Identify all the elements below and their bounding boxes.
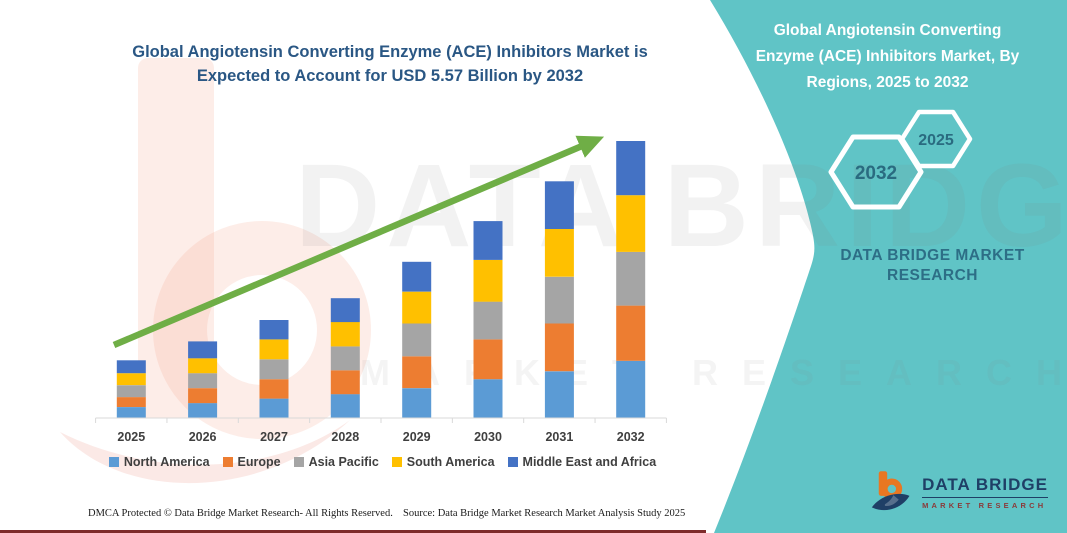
bar-segment bbox=[116, 360, 146, 374]
sidebar-heading: Global Angiotensin Converting Enzyme (AC… bbox=[722, 18, 1053, 96]
bar-segment bbox=[330, 322, 360, 347]
hexagon-2032: 2032 bbox=[828, 134, 924, 210]
hexagon-2025-label: 2025 bbox=[918, 132, 954, 149]
bar-segment bbox=[473, 301, 503, 340]
bar-segment bbox=[116, 385, 146, 398]
bar-segment bbox=[402, 356, 432, 389]
sidebar-brand-text: DATA BRIDGE MARKET RESEARCH bbox=[830, 246, 1035, 286]
bar-segment bbox=[259, 359, 289, 380]
legend-swatch bbox=[293, 457, 304, 467]
legend-swatch bbox=[222, 457, 233, 467]
bar-segment bbox=[616, 195, 646, 252]
chart-title: Global Angiotensin Converting Enzyme (AC… bbox=[70, 40, 710, 88]
logo-brand-text: DATA BRIDGE bbox=[922, 475, 1048, 498]
legend-label: Europe bbox=[237, 455, 281, 469]
bar-segment bbox=[616, 141, 646, 196]
bar-segment bbox=[259, 398, 289, 418]
sidebar-brand-line1: DATA BRIDGE MARKET bbox=[840, 247, 1025, 264]
x-axis-label: 2026 bbox=[189, 430, 217, 444]
bar-segment bbox=[544, 323, 574, 372]
bar-segment bbox=[402, 323, 432, 357]
bar-segment bbox=[259, 320, 289, 340]
x-axis-label: 2031 bbox=[545, 430, 573, 444]
bar-segment bbox=[402, 261, 432, 292]
logo-sub-text: MARKET RESEARCH bbox=[922, 500, 1047, 510]
bar-segment bbox=[473, 379, 503, 418]
bar-segment bbox=[616, 360, 646, 418]
legend-item: Middle East and Africa bbox=[507, 455, 657, 469]
legend-label: South America bbox=[406, 455, 495, 469]
bottom-accent-line bbox=[0, 530, 706, 533]
bar-segment bbox=[330, 298, 360, 323]
bar-segment bbox=[402, 291, 432, 324]
bar-segment bbox=[116, 397, 146, 407]
legend-swatch bbox=[391, 457, 402, 467]
sidebar-heading-line3: Regions, 2025 to 2032 bbox=[806, 74, 969, 91]
dmca-notice: DMCA Protected © Data Bridge Market Rese… bbox=[88, 508, 393, 519]
bar-segment bbox=[616, 251, 646, 306]
bar-segment bbox=[188, 403, 218, 418]
sidebar-heading-line1: Global Angiotensin Converting bbox=[773, 22, 1002, 39]
bar-segment bbox=[544, 371, 574, 418]
x-axis-label: 2030 bbox=[474, 430, 502, 444]
legend-item: Europe bbox=[222, 455, 281, 469]
year-hexagons: 2032 2025 bbox=[828, 109, 973, 210]
bar-segment bbox=[188, 358, 218, 374]
bar-segment bbox=[473, 339, 503, 380]
legend-item: Asia Pacific bbox=[293, 455, 379, 469]
trend-arrow bbox=[112, 135, 605, 348]
bar-segment bbox=[330, 346, 360, 371]
bar-segment bbox=[330, 394, 360, 418]
legend-label: Asia Pacific bbox=[308, 455, 379, 469]
bar-segment bbox=[188, 388, 218, 404]
bar-segment bbox=[544, 276, 574, 324]
legend-item: North America bbox=[108, 455, 210, 469]
legend-item: South America bbox=[391, 455, 495, 469]
chart-title-line2: Expected to Account for USD 5.57 Billion… bbox=[196, 67, 584, 85]
bar-segment bbox=[188, 341, 218, 359]
bar-segment bbox=[473, 221, 503, 260]
x-axis-label: 2025 bbox=[117, 430, 145, 444]
hexagon-2025: 2025 bbox=[899, 109, 973, 169]
sidebar-heading-line2: Enzyme (ACE) Inhibitors Market, By bbox=[755, 48, 1020, 65]
bar-segment bbox=[116, 373, 146, 386]
legend-label: North America bbox=[123, 455, 210, 469]
bar-segment bbox=[473, 259, 503, 302]
bar-segment bbox=[402, 388, 432, 418]
bar-segment bbox=[544, 229, 574, 277]
bar-segment bbox=[259, 379, 289, 399]
x-axis-label: 2032 bbox=[617, 430, 645, 444]
legend-swatch bbox=[108, 457, 119, 467]
bar-segment bbox=[116, 407, 146, 418]
data-bridge-logo: DATA BRIDGE MARKET RESEARCH bbox=[868, 464, 1048, 520]
chart-legend: North America Europe Asia Pacific South Ame… bbox=[90, 455, 675, 469]
bar-segment bbox=[188, 373, 218, 389]
bar-segment bbox=[544, 181, 574, 229]
legend-swatch bbox=[507, 457, 518, 467]
x-axis-label: 2028 bbox=[331, 430, 359, 444]
hexagon-2032-label: 2032 bbox=[855, 163, 897, 184]
bar-segment bbox=[616, 305, 646, 361]
legend-label: Middle East and Africa bbox=[522, 455, 657, 469]
x-axis-label: 2029 bbox=[403, 430, 431, 444]
teal-side-panel bbox=[710, 0, 1067, 533]
source-note: Source: Data Bridge Market Research Mark… bbox=[403, 508, 686, 519]
data-bridge-logo-icon bbox=[871, 471, 910, 511]
x-axis-label: 2027 bbox=[260, 430, 288, 444]
bar-segment bbox=[330, 370, 360, 395]
chart-title-line1: Global Angiotensin Converting Enzyme (AC… bbox=[132, 43, 648, 61]
sidebar-brand-line2: RESEARCH bbox=[887, 267, 978, 284]
bar-segment bbox=[259, 339, 289, 360]
